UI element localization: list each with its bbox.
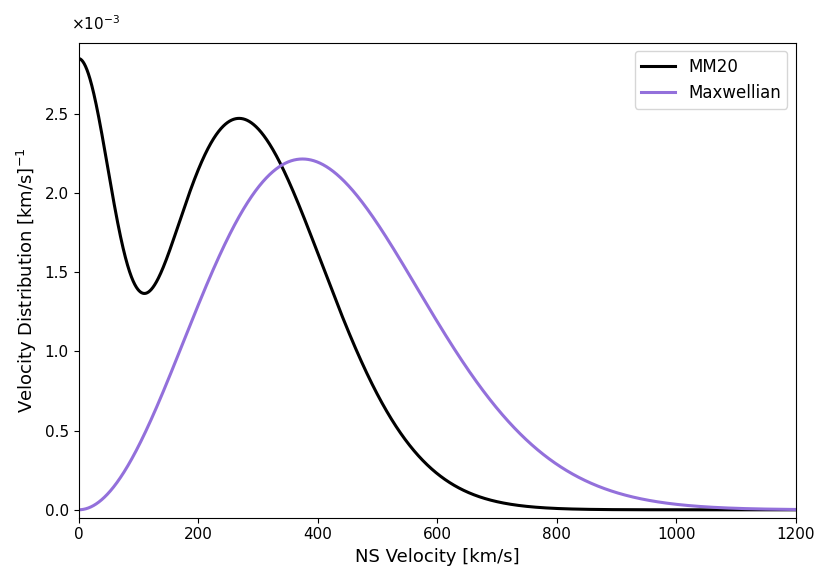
Maxwellian (540, 453, 550, 460)
Maxwellian (791, 506, 801, 513)
MM20 (74, 55, 84, 62)
X-axis label: NS Velocity [km/s]: NS Velocity [km/s] (354, 548, 520, 566)
Maxwellian (74, 506, 84, 513)
Maxwellian (297, 156, 307, 163)
Legend: MM20, Maxwellian: MM20, Maxwellian (635, 51, 788, 109)
Maxwellian (348, 187, 358, 194)
Y-axis label: Velocity Distribution [km/s]$^{-1}$: Velocity Distribution [km/s]$^{-1}$ (15, 148, 39, 413)
Maxwellian (204, 277, 214, 284)
MM20 (540, 504, 550, 511)
MM20 (791, 506, 801, 513)
Text: $\times 10^{-3}$: $\times 10^{-3}$ (71, 15, 120, 33)
MM20 (608, 506, 618, 513)
Line: MM20: MM20 (79, 59, 796, 510)
MM20 (504, 500, 514, 507)
MM20 (204, 144, 214, 150)
MM20 (663, 506, 673, 513)
Maxwellian (609, 488, 619, 495)
Maxwellian (663, 500, 673, 507)
Maxwellian (504, 418, 514, 425)
Line: Maxwellian: Maxwellian (79, 159, 796, 510)
MM20 (348, 338, 358, 345)
